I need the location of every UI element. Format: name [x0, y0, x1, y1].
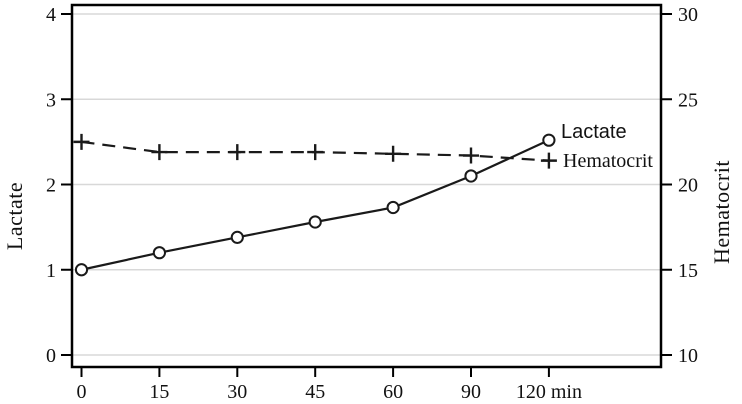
series-group [73, 133, 557, 277]
right-axis-tick-label: 30 [678, 4, 698, 26]
lactate-marker [542, 133, 556, 147]
hematocrit-series-label: Hematocrit [563, 150, 653, 172]
x-axis-tick-label: 45 [305, 381, 325, 403]
hematocrit-marker [151, 144, 168, 161]
hematocrit-marker [307, 144, 324, 161]
left-axis-tick-label: 1 [46, 260, 56, 282]
x-axis-tick-label: 120 min [516, 381, 582, 403]
lactate-marker [74, 263, 89, 277]
gridlines-group [72, 13, 661, 356]
lactate-marker [152, 246, 166, 260]
left-axis-tick-label: 3 [46, 89, 56, 111]
lactate-marker [230, 230, 244, 244]
right-axis-tick-label: 20 [678, 175, 698, 197]
x-axis-tick-label: 15 [149, 381, 169, 403]
left-axis-tick-label: 2 [46, 175, 56, 197]
left-axis-tick-label: 4 [46, 4, 56, 26]
lactate-marker [464, 169, 478, 183]
x-axis-tick-label: 60 [383, 381, 403, 403]
ticks-group [61, 13, 672, 377]
x-axis-tick-label: 30 [227, 381, 247, 403]
tick-labels-group: 0 1 2 3 4 10 15 20 25 30 0 15 30 45 60 90 120 min [46, 4, 698, 403]
lactate-marker [386, 200, 400, 215]
right-axis-title: Hematocrit [709, 160, 734, 264]
lactate-series-label: Lactate [561, 121, 627, 143]
lactate-marker [308, 215, 322, 229]
x-axis-tick-label: 90 [461, 381, 481, 403]
right-axis-tick-label: 25 [678, 89, 698, 111]
hematocrit-marker [463, 147, 479, 164]
hematocrit-marker [385, 145, 402, 162]
left-axis-tick-label: 0 [46, 345, 56, 367]
hematocrit-marker [540, 152, 557, 169]
left-axis-title: Lactate [2, 182, 27, 250]
right-axis-tick-label: 15 [678, 260, 698, 282]
hematocrit-marker [73, 133, 90, 150]
plot-frame [70, 3, 663, 369]
hematocrit-marker [229, 144, 246, 161]
right-axis-tick-label: 10 [678, 345, 698, 367]
x-axis-tick-label: 0 [77, 381, 87, 403]
